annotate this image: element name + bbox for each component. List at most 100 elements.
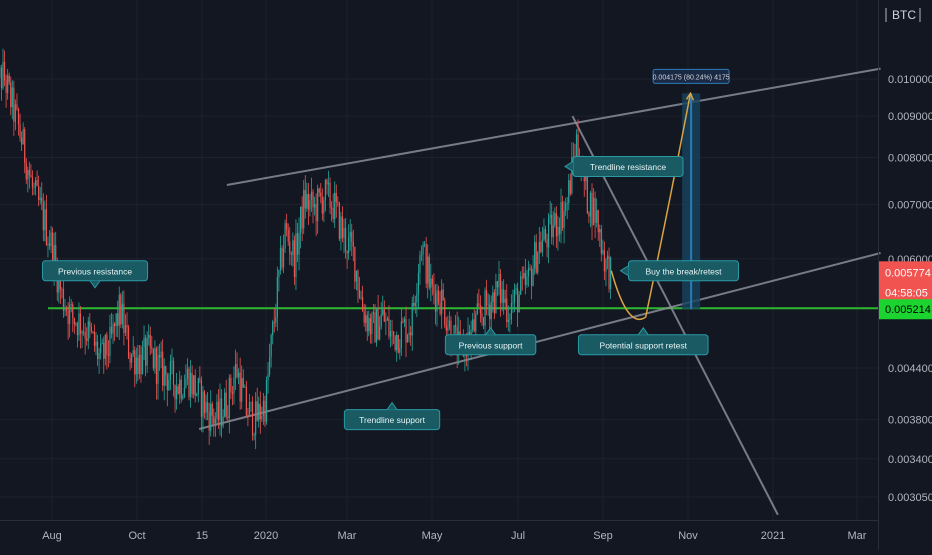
candle-body <box>262 400 265 416</box>
candle-body <box>513 290 516 303</box>
candle-body <box>430 278 432 288</box>
candle-body <box>340 216 342 239</box>
candle-body <box>554 213 556 225</box>
candle-body <box>30 174 32 178</box>
candle-body <box>490 301 492 320</box>
candle-body <box>526 276 528 285</box>
candle-body <box>230 377 232 393</box>
candle-body <box>216 401 218 419</box>
candle-body <box>248 402 251 418</box>
candle-body <box>349 232 351 237</box>
candle-body <box>300 206 302 233</box>
candle-body <box>338 202 340 239</box>
annotation-pointer <box>637 326 649 336</box>
candle-body <box>434 293 437 312</box>
candle-body <box>25 162 27 180</box>
y-tick-label: 0.003400 <box>888 454 932 466</box>
candle-body <box>225 392 227 417</box>
annotation-callout[interactable]: Potential support retest <box>577 326 709 356</box>
candle-body <box>492 292 494 302</box>
candle-body <box>259 403 261 420</box>
candle-body <box>47 243 49 245</box>
candle-body <box>62 289 65 311</box>
candle-body <box>393 331 395 336</box>
candle-body <box>309 200 311 210</box>
candle-body <box>391 331 393 333</box>
candle-body <box>351 232 353 242</box>
candle-body <box>296 233 299 255</box>
candle-body <box>293 240 296 277</box>
candle-body <box>520 276 522 295</box>
candle-body <box>406 334 409 343</box>
candle-body <box>151 346 153 349</box>
candle-body <box>445 325 447 331</box>
candle-body <box>27 170 29 180</box>
candle-body <box>158 355 161 358</box>
candle-body <box>304 190 306 209</box>
candle-body <box>437 290 440 303</box>
candle-body <box>41 197 43 203</box>
candle-body <box>540 241 542 253</box>
candle-body <box>310 191 313 201</box>
x-tick-label: Mar <box>338 530 357 542</box>
candle-body <box>571 156 573 194</box>
annotation-text: Previous resistance <box>58 266 132 276</box>
annotation-callout[interactable]: Buy the break/retest <box>619 260 739 282</box>
candle-body <box>358 290 361 298</box>
candle-body <box>120 294 122 325</box>
candle-body <box>186 368 189 379</box>
candle-body <box>222 416 224 427</box>
x-tick-label: Jul <box>511 530 525 542</box>
candle-body <box>191 372 193 395</box>
candle-body <box>411 303 413 336</box>
candle-body <box>70 304 72 305</box>
candle-body <box>127 327 130 358</box>
trend-line <box>198 252 881 430</box>
candle-body <box>530 269 533 286</box>
currency-indicator[interactable]: BTC <box>878 0 932 24</box>
candle-body <box>152 348 154 369</box>
candle-body <box>224 392 226 417</box>
candle-body <box>394 335 396 350</box>
axes[interactable]: 0.0100000.0090000.0080000.0070000.006000… <box>42 74 932 542</box>
candle-body <box>273 321 275 323</box>
candle-body <box>267 374 269 381</box>
candle-body <box>372 312 375 315</box>
candle-body <box>253 434 255 436</box>
annotation-callout[interactable]: Previous support <box>444 326 537 356</box>
candle-body <box>58 274 60 293</box>
last-price-badge <box>879 261 932 302</box>
candle-body <box>123 303 125 333</box>
candle-body <box>81 331 83 334</box>
candle-body <box>396 334 398 350</box>
candle-body <box>166 375 168 391</box>
annotation-pointer <box>564 161 574 172</box>
annotation-callout[interactable]: Previous resistance <box>41 260 149 289</box>
candle-body <box>117 313 119 326</box>
annotation-callout[interactable]: Trendline resistance <box>564 155 684 177</box>
candle-body <box>447 327 449 331</box>
candle-body <box>292 240 294 255</box>
candle-body <box>321 196 323 214</box>
candle-body <box>149 334 151 347</box>
candle-body <box>39 197 41 200</box>
candle-body <box>103 342 105 359</box>
candle-body <box>605 259 607 272</box>
annotation-pointer <box>485 326 496 336</box>
candle-body <box>48 243 51 247</box>
candle-body <box>7 75 9 93</box>
candle-body <box>145 337 147 366</box>
annotation-callout[interactable]: Trendline support <box>343 401 441 431</box>
candle-body <box>335 192 337 203</box>
candle-body <box>603 250 606 272</box>
candle-body <box>247 415 249 418</box>
candle-body <box>606 255 609 260</box>
candle-body <box>132 350 134 355</box>
candle-body <box>101 342 103 344</box>
candle-body <box>188 368 190 398</box>
currency-label: BTC <box>892 8 916 22</box>
candle-body <box>197 378 199 394</box>
candle-body <box>602 250 604 254</box>
